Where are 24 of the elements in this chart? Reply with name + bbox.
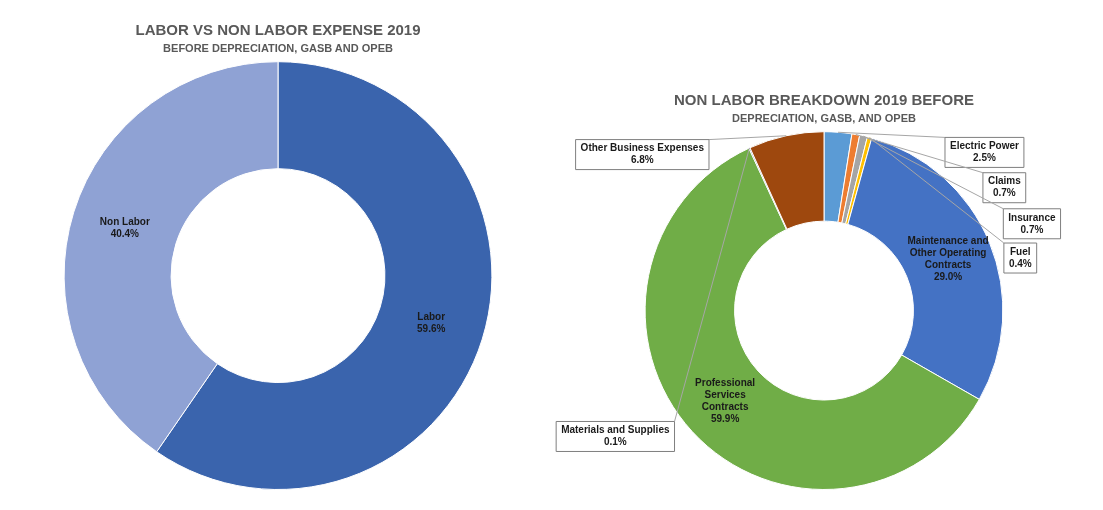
slice-label: Labor	[417, 311, 446, 322]
chart-title: NON LABOR BREAKDOWN 2019 BEFORE	[673, 91, 975, 109]
slice-label: Insurance	[1008, 211, 1056, 223]
slice-label: Electric Power	[949, 140, 1020, 152]
data-label: 59.6%	[417, 323, 446, 334]
data-label: 40.4%	[110, 227, 140, 239]
data-label: 59.9%	[710, 413, 740, 425]
data-label: 0.7%	[992, 187, 1016, 199]
slice-label: Professional Services Contracts	[695, 377, 756, 413]
data-label: 29.0%	[933, 271, 963, 283]
slice-label: Claims	[987, 175, 1022, 187]
slice-label: Maintenance and Other Operating Contracts	[907, 235, 989, 271]
slice-label: Other Business Expenses	[580, 142, 705, 154]
chart-subtitle: BEFORE DEPRECIATION, GASB AND OPEB	[163, 41, 393, 54]
slice-label: Fuel	[1010, 245, 1031, 257]
slice-label: Materials and Supplies	[561, 424, 670, 436]
slice-label: Non Labor	[99, 215, 150, 227]
data-label: 6.8%	[630, 154, 654, 166]
data-label: 0.4%	[1008, 257, 1032, 269]
chart-title: LABOR VS NON LABOR EXPENSE 2019	[135, 21, 421, 39]
data-label: 0.7%	[1020, 223, 1044, 235]
data-label: 2.5%	[973, 152, 996, 164]
chart-subtitle: DEPRECIATION, GASB, AND OPEB	[732, 111, 917, 124]
data-label: 0.1%	[603, 436, 627, 448]
